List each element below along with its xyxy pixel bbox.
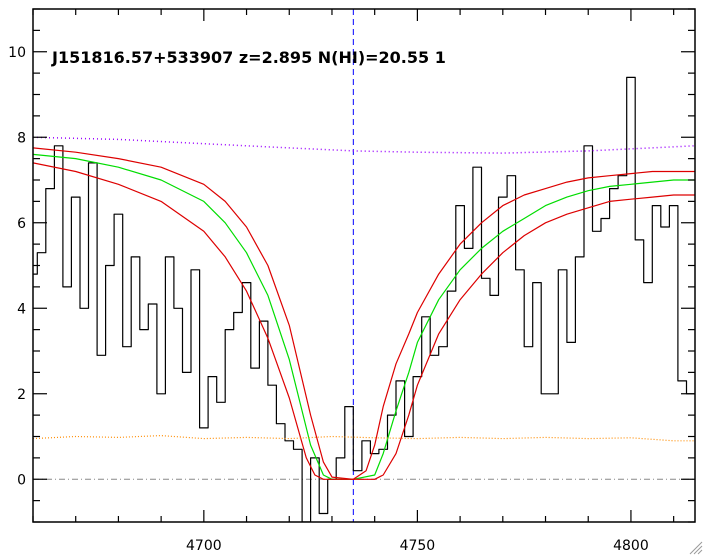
series-error — [33, 435, 695, 442]
resize-grip-icon — [689, 541, 703, 555]
plot-area — [33, 9, 695, 522]
x-tick-label: 4750 — [400, 538, 436, 554]
series-flux — [33, 76, 695, 522]
chart-title: J151816.57+533907 z=2.895 N(HI)=20.55 1 — [51, 48, 446, 67]
x-tick-label: 4800 — [613, 538, 649, 554]
y-tick-label: 6 — [17, 216, 26, 232]
y-tick-label: 2 — [17, 387, 26, 403]
series-model-lower — [33, 162, 695, 480]
series-model-upper — [33, 147, 695, 480]
y-tick-label: 0 — [17, 472, 26, 488]
series-continuum — [33, 136, 695, 154]
series-model — [33, 153, 695, 480]
x-tick-label: 4700 — [186, 538, 222, 554]
y-tick-label: 10 — [8, 45, 26, 61]
axis-ticks: 4700 4750 4800 0 2 4 6 8 10 — [8, 8, 695, 554]
y-tick-label: 4 — [17, 301, 26, 317]
y-tick-label: 8 — [17, 130, 26, 146]
